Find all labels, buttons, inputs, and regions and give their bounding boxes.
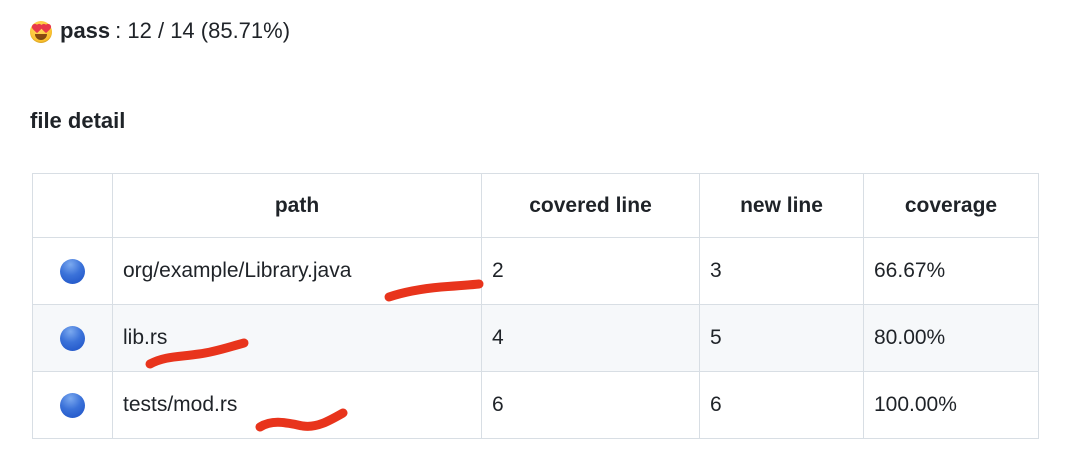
path-cell: tests/mod.rs bbox=[112, 371, 482, 439]
coverage-cell: 80.00% bbox=[863, 304, 1039, 372]
table-row: org/example/Library.java 2 3 66.67% bbox=[32, 237, 1039, 305]
path-text: org/example/Library.java bbox=[123, 259, 352, 282]
coverage-cell: 100.00% bbox=[863, 371, 1039, 439]
column-header-status bbox=[32, 173, 113, 238]
column-header-path: path bbox=[112, 173, 482, 238]
smiling-face-with-heart-eyes-icon bbox=[30, 19, 52, 47]
column-header-new-line: new line bbox=[699, 173, 864, 238]
new-line-cell: 6 bbox=[699, 371, 864, 439]
covered-line-cell: 2 bbox=[481, 237, 700, 305]
covered-line-cell: 6 bbox=[481, 371, 700, 439]
path-text: lib.rs bbox=[123, 326, 168, 349]
path-cell: lib.rs bbox=[112, 304, 482, 372]
status-cell bbox=[32, 304, 113, 372]
table-row: tests/mod.rs 6 6 100.00% bbox=[32, 371, 1039, 439]
path-text: tests/mod.rs bbox=[123, 393, 238, 416]
new-line-cell: 3 bbox=[699, 237, 864, 305]
covered-line-cell: 4 bbox=[481, 304, 700, 372]
table-row: lib.rs 4 5 80.00% bbox=[32, 304, 1039, 372]
status-cell bbox=[32, 371, 113, 439]
pass-summary: pass : 12 / 14 (85.71%) bbox=[30, 17, 290, 46]
pass-value: : 12 / 14 (85.71%) bbox=[115, 18, 291, 43]
column-header-covered-line: covered line bbox=[481, 173, 700, 238]
page-title: file detail bbox=[30, 108, 126, 133]
new-line-cell: 5 bbox=[699, 304, 864, 372]
table-header-row: path covered line new line coverage bbox=[32, 173, 1039, 238]
pass-label: pass bbox=[60, 18, 111, 43]
file-detail-table: path covered line new line coverage org/… bbox=[32, 173, 1039, 439]
blue-circle-icon bbox=[60, 392, 85, 418]
status-cell bbox=[32, 237, 113, 305]
coverage-cell: 66.67% bbox=[863, 237, 1039, 305]
path-cell: org/example/Library.java bbox=[112, 237, 482, 305]
blue-circle-icon bbox=[60, 325, 85, 351]
blue-circle-icon bbox=[60, 258, 85, 284]
file-detail-table-wrapper: path covered line new line coverage org/… bbox=[32, 173, 1039, 439]
column-header-coverage: coverage bbox=[863, 173, 1039, 238]
